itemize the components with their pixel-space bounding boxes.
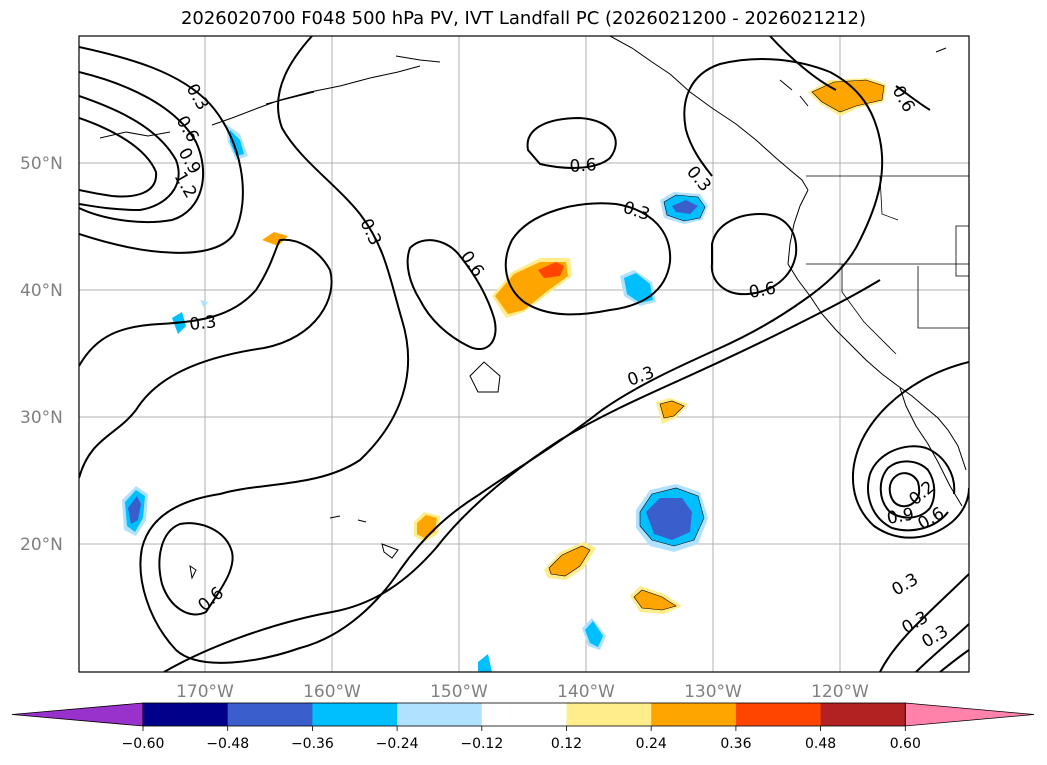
contour-label: 0.6 — [747, 279, 777, 303]
colorbar-tick-label: 0.12 — [551, 736, 582, 752]
colorbar: −0.60 −0.48 −0.36 −0.24 −0.12 0.12 0.24 0.36 0.4… — [11, 702, 1035, 752]
borders — [806, 175, 969, 355]
lat-labels: 50°N 40°N 30°N 20°N — [20, 154, 63, 555]
map-title: 2026020700 F048 500 hPa PV, IVT Landfall… — [180, 8, 867, 29]
colorbar-segment — [227, 703, 313, 726]
lat-label: 50°N — [20, 154, 63, 174]
lat-label: 20°N — [20, 535, 63, 555]
contour-label: 0.3 — [188, 312, 217, 335]
coastlines — [99, 36, 967, 580]
colorbar-tick-label: 0.36 — [720, 736, 751, 752]
colorbar-tick-label: 0.24 — [636, 736, 667, 752]
colorbar-tick-label: −0.60 — [122, 736, 165, 752]
map-frame — [78, 35, 970, 673]
map-background — [79, 36, 969, 672]
lon-label: 170°W — [176, 682, 234, 702]
contour-label: 0.9 — [885, 505, 915, 529]
colorbar-segment — [481, 703, 567, 726]
colorbar-segment — [397, 703, 483, 726]
lon-label: 140°W — [557, 682, 615, 702]
colorbar-tick-label: 0.60 — [890, 736, 921, 752]
colorbar-tick-label: 0.48 — [805, 736, 836, 752]
colorbar-extend-low — [11, 702, 144, 727]
lon-label: 150°W — [430, 682, 488, 702]
pv-thin-contours — [548, 79, 885, 611]
pv-contours — [79, 36, 969, 672]
lon-label: 130°W — [684, 682, 742, 702]
lon-labels: 170°W 160°W 150°W 140°W 130°W 120°W — [176, 682, 869, 702]
colorbar-segment — [566, 703, 652, 726]
colorbar-frame — [142, 702, 906, 727]
colorbar-segment — [820, 703, 906, 726]
colorbar-tick-label: −0.48 — [206, 736, 249, 752]
colorbar-segment — [312, 703, 398, 726]
lat-label: 40°N — [20, 281, 63, 301]
lon-label: 120°W — [811, 682, 869, 702]
colorbar-segment — [143, 703, 229, 726]
colorbar-tick-label: −0.12 — [460, 736, 503, 752]
colorbar-segment — [735, 703, 822, 726]
lat-label: 30°N — [20, 408, 63, 428]
colorbar-segment — [651, 703, 737, 726]
colorbar-tick-label: −0.36 — [291, 736, 334, 752]
contour-label: 0.6 — [569, 155, 597, 177]
colorbar-tick-label: −0.24 — [376, 736, 419, 752]
lon-label: 160°W — [303, 682, 361, 702]
colorbar-extend-high — [904, 702, 1035, 727]
